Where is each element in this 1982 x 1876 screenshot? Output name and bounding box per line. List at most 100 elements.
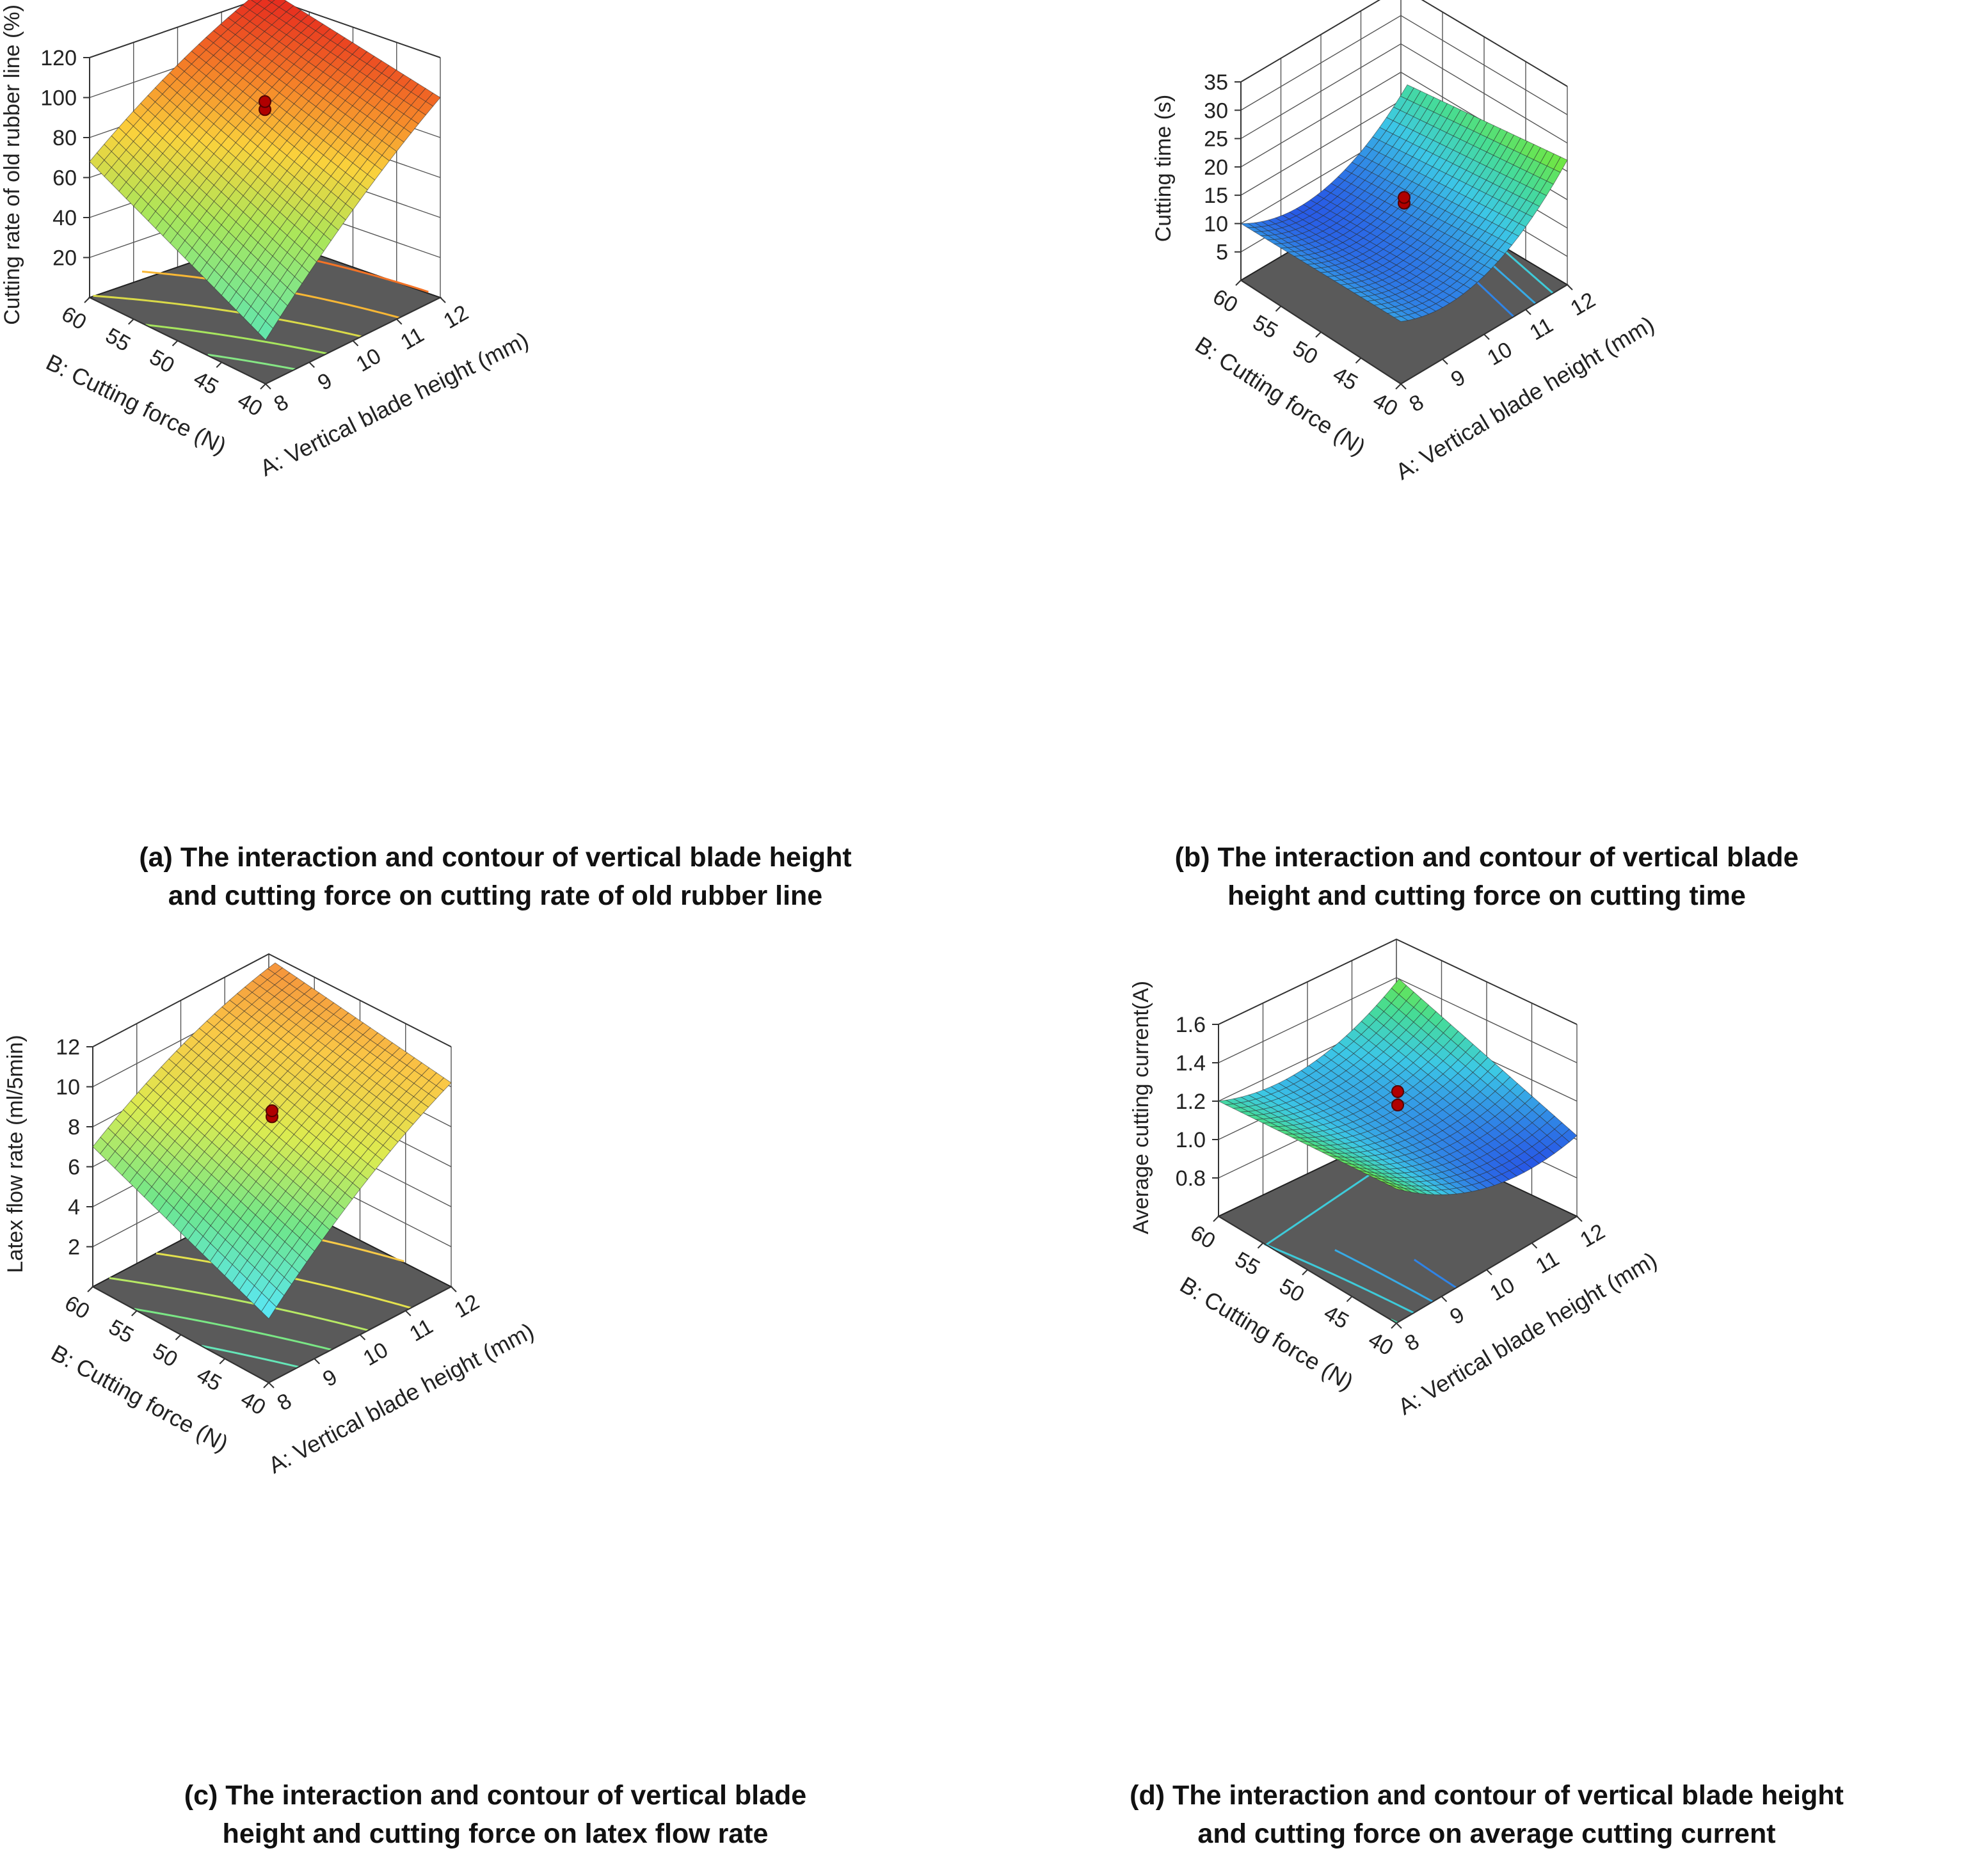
- caption-c-line-2: height and cutting force on latex flow r…: [222, 1818, 769, 1849]
- z-axis-label: Latex flow rate (ml/5min): [3, 1035, 28, 1273]
- y-tick-label: 40: [1364, 1328, 1398, 1361]
- z-tick-label: 80: [52, 126, 77, 150]
- y-tick-label: 60: [61, 1291, 94, 1324]
- design-point: [1398, 191, 1411, 204]
- y-tick: [87, 1286, 93, 1292]
- z-tick-label: 10: [56, 1076, 80, 1100]
- x-tick: [308, 362, 315, 368]
- surface-cell: [260, 1300, 277, 1319]
- contour-line: [207, 353, 296, 370]
- z-tick-label: 40: [52, 206, 77, 230]
- x-tick-label: 11: [1531, 1246, 1563, 1279]
- y-tick-label: 55: [1249, 310, 1282, 344]
- contour-line: [109, 1276, 369, 1331]
- x-tick: [1525, 309, 1531, 315]
- x-tick-label: 8: [1401, 1329, 1423, 1356]
- z-tick-label: 12: [56, 1035, 80, 1060]
- y-tick-label: 55: [101, 323, 134, 356]
- caption-b-line-1: (b) The interaction and contour of verti…: [1174, 842, 1799, 873]
- x-tick: [440, 297, 446, 303]
- caption-a: (a) The interaction and contour of verti…: [0, 838, 991, 915]
- chart-root-d: 0.8 1.0 1.2 1.4 1.6 Average cutting current(A…: [1129, 938, 1661, 1420]
- caption-b-line-2: height and cutting force on cutting time: [1227, 880, 1746, 911]
- z-tick-label: 2: [68, 1236, 80, 1260]
- x-tick: [1567, 284, 1573, 290]
- y-axis-label: B: Cutting force (N): [47, 1339, 232, 1457]
- surface-chart-d: 0.8 1.0 1.2 1.4 1.6 Average cutting current(A…: [1129, 938, 1661, 1420]
- chart-panel-d: 0.8 1.0 1.2 1.4 1.6 Average cutting current(A…: [991, 938, 1982, 1876]
- y-tick: [260, 383, 266, 390]
- design-point: [1391, 1085, 1404, 1098]
- design-points-a: [259, 95, 271, 116]
- chart-root-a: 20 40 60 80 100 120 Cutting rate of old rubber…: [0, 0, 532, 481]
- y-tick-label: 60: [58, 302, 91, 335]
- x-tick-label: 12: [1576, 1220, 1610, 1253]
- y-tick: [1257, 1243, 1264, 1249]
- wall-grid-hline: [1218, 977, 1578, 1063]
- x-tick: [1486, 1269, 1492, 1276]
- design-point: [259, 95, 271, 108]
- y-tick: [263, 1382, 269, 1388]
- y-tick-label: 45: [189, 367, 223, 400]
- x-tick: [359, 1334, 366, 1340]
- x-tick: [1442, 358, 1448, 365]
- x-tick: [1531, 1243, 1538, 1249]
- surface-cell: [1389, 1184, 1404, 1191]
- y-tick: [1391, 1323, 1397, 1329]
- z-tick-label: 5: [1216, 241, 1228, 265]
- contour-line: [93, 294, 362, 338]
- x-tick: [352, 340, 359, 347]
- x-tick-label: 10: [1483, 337, 1517, 370]
- z-tick-label: 1.6: [1176, 1013, 1206, 1037]
- x-tick-label: 9: [1446, 1303, 1468, 1330]
- design-points-d: [1391, 1085, 1404, 1111]
- z-tick-label: 10: [1204, 212, 1228, 236]
- z-tick-label: 20: [1204, 155, 1228, 180]
- y-tick: [1315, 331, 1322, 338]
- x-tick-label: 11: [405, 1314, 437, 1347]
- wall-top-edge: [1240, 0, 1568, 87]
- y-tick: [1213, 1216, 1219, 1222]
- y-tick-label: 60: [1187, 1221, 1220, 1254]
- y-tick-label: 50: [1289, 337, 1322, 370]
- z-tick-label: 15: [1204, 184, 1228, 208]
- x-tick-label: 10: [359, 1338, 392, 1371]
- contour-line: [145, 324, 328, 355]
- y-tick-label: 40: [237, 1387, 270, 1420]
- caption-c-line-1: (c) The interaction and contour of verti…: [184, 1780, 807, 1811]
- x-tick-label: 12: [440, 301, 473, 334]
- x-tick-label: 10: [352, 344, 385, 377]
- x-tick: [451, 1286, 457, 1292]
- y-tick: [219, 1358, 225, 1365]
- surface-cell: [1393, 316, 1409, 322]
- surface-d: [1217, 978, 1578, 1195]
- chart-panel-b: 5 10 15 20 25 30 35 Cutting time (s) 8 9 10 11 12 40 4…: [991, 0, 1982, 938]
- wall-top-edge: [89, 0, 441, 58]
- x-tick-label: 9: [319, 1365, 341, 1392]
- x-tick: [314, 1358, 320, 1365]
- y-tick: [216, 362, 222, 368]
- z-axis-label: Average cutting current(A): [1129, 981, 1153, 1234]
- caption-b: (b) The interaction and contour of verti…: [991, 838, 1982, 915]
- z-tick-label: 1.4: [1176, 1051, 1206, 1076]
- x-tick-label: 11: [396, 322, 428, 355]
- surface-cell: [257, 321, 273, 340]
- x-tick: [265, 383, 271, 390]
- y-tick: [1235, 280, 1242, 286]
- contour-line: [1413, 1259, 1457, 1289]
- wall-grid-hline: [1240, 0, 1568, 87]
- y-tick-label: 45: [1320, 1301, 1353, 1334]
- x-tick-label: 12: [1567, 288, 1600, 321]
- z-tick-label: 6: [68, 1156, 80, 1180]
- z-axis-label: Cutting rate of old rubber line (%): [0, 4, 24, 325]
- contour-line: [134, 1308, 332, 1351]
- y-tick-label: 55: [1231, 1247, 1264, 1280]
- y-tick: [131, 1310, 138, 1317]
- x-tick: [268, 1382, 275, 1388]
- y-tick-label: 45: [193, 1363, 226, 1396]
- y-tick: [172, 340, 179, 347]
- caption-c: (c) The interaction and contour of verti…: [0, 1776, 991, 1853]
- x-tick: [1441, 1296, 1448, 1302]
